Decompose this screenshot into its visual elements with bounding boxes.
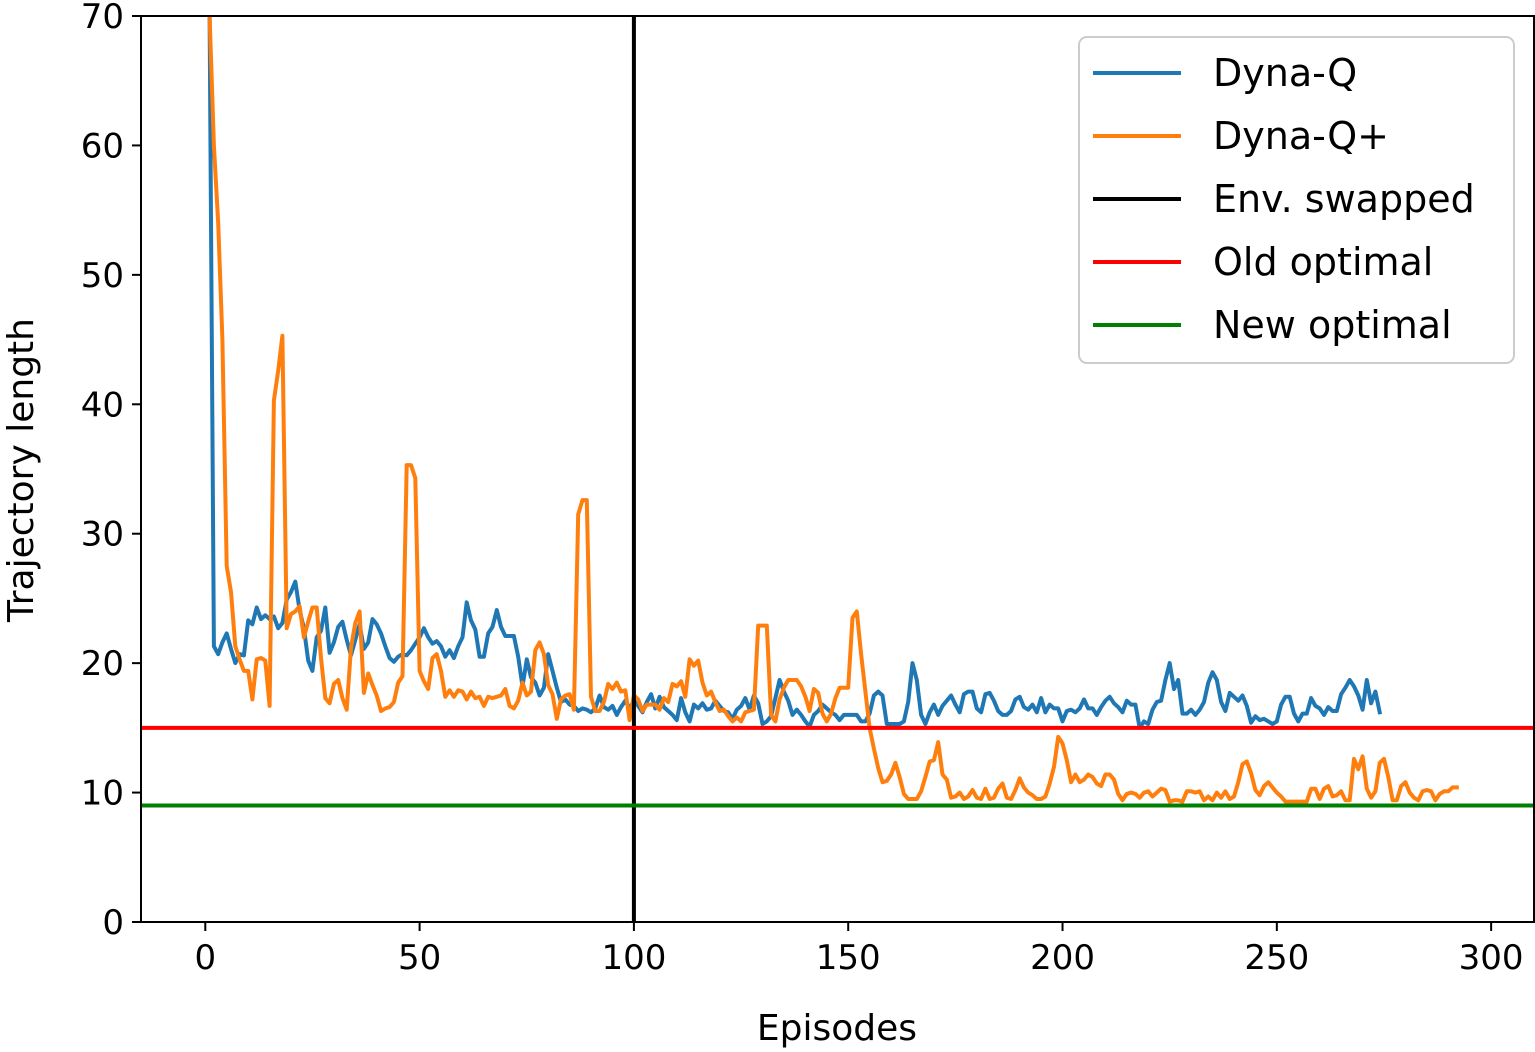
y-tick-label: 60: [81, 126, 124, 166]
legend-label-dyna-q: Dyna-Q+: [1213, 114, 1389, 158]
y-tick-label: 40: [81, 385, 124, 425]
y-tick-label: 0: [102, 903, 124, 943]
legend-label-env-swapped: Env. swapped: [1213, 177, 1475, 221]
x-tick-label: 300: [1459, 938, 1524, 978]
legend-label-dyna-q: Dyna-Q: [1213, 51, 1357, 95]
x-tick-label: 200: [1030, 938, 1095, 978]
axes-frame: [140, 15, 1535, 923]
legend-box: [1078, 36, 1515, 364]
y-tick-label: 20: [81, 644, 124, 684]
legend-label-new-optimal: New optimal: [1213, 303, 1452, 347]
x-tick-label: 150: [816, 938, 881, 978]
y-tick-label: 70: [81, 0, 124, 37]
axes-border: [140, 15, 1535, 923]
y-tick-label: 50: [81, 256, 124, 296]
plot-area: [141, 16, 1534, 922]
y-tick-label: 10: [81, 774, 124, 814]
legend: Dyna-Q Dyna-Q+ Env. swapped Old optimal New …: [1078, 36, 1515, 364]
y-axis-label: Trajectory length: [1, 318, 42, 623]
x-tick-label: 50: [398, 938, 441, 978]
y-tick-label: 30: [81, 515, 124, 555]
x-tick-label: 250: [1244, 938, 1309, 978]
x-tick-label: 0: [194, 938, 216, 978]
axis-ticks: 0 50 100 150 200 250 300 0 10 20 30 40 50 60 70: [81, 0, 1524, 978]
x-tick-label: 100: [601, 938, 666, 978]
series-line-dyna-q-: [207, 16, 1459, 804]
x-axis-label: Episodes: [757, 1008, 917, 1049]
legend-label-old-optimal: Old optimal: [1213, 240, 1433, 284]
